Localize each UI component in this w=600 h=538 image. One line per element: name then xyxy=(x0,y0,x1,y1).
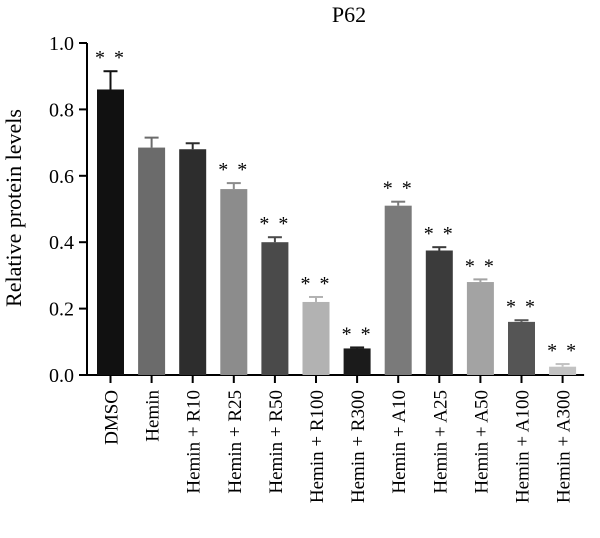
category-label-7: Hemin + A10 xyxy=(389,390,410,494)
y-tick-label-0: 0.0 xyxy=(49,365,74,387)
significance-label-11: * * xyxy=(547,340,578,362)
significance-label-3: * * xyxy=(218,159,249,181)
significance-label-4: * * xyxy=(259,213,290,235)
significance-label-8: * * xyxy=(424,223,455,245)
category-label-10: Hemin + A100 xyxy=(513,390,534,503)
category-label-9: Hemin + A50 xyxy=(471,390,492,494)
category-label-2: Hemin + R10 xyxy=(184,390,205,494)
significance-label-10: * * xyxy=(506,296,537,318)
bar-1 xyxy=(138,147,166,375)
category-label-5: Hemin + R100 xyxy=(307,390,328,503)
category-label-3: Hemin + R25 xyxy=(225,390,246,494)
plot-area: 0.0 0.2 0.4 0.6 0.8 1.0 DMSO * * Hemin Hemin + R1… xyxy=(49,33,585,503)
category-label-6: Hemin + R300 xyxy=(348,390,369,503)
category-label-1: Hemin xyxy=(143,390,164,442)
bar-5 xyxy=(302,301,330,375)
significance-label-9: * * xyxy=(465,255,496,277)
category-label-8: Hemin + A25 xyxy=(430,390,451,494)
y-tick-label-5: 1.0 xyxy=(49,33,74,55)
bar-9 xyxy=(466,282,494,375)
y-axis-label: Relative protein levels xyxy=(1,109,26,307)
category-label-0: DMSO xyxy=(102,390,123,445)
bar-8 xyxy=(425,250,453,375)
bar-7 xyxy=(384,205,412,375)
significance-label-0: * * xyxy=(95,47,126,69)
bar-6 xyxy=(343,348,371,375)
category-label-4: Hemin + R50 xyxy=(266,390,287,494)
significance-label-7: * * xyxy=(383,178,414,200)
chart-title: P62 xyxy=(332,2,366,27)
bar-0 xyxy=(97,89,124,375)
bar-3 xyxy=(220,189,248,375)
bar-11 xyxy=(549,366,577,375)
bar-4 xyxy=(261,242,289,375)
y-tick-label-3: 0.6 xyxy=(49,166,74,188)
bar-10 xyxy=(508,321,535,375)
bar-2 xyxy=(179,149,207,375)
significance-label-6: * * xyxy=(342,323,373,345)
significance-label-5: * * xyxy=(301,273,332,295)
y-tick-label-4: 0.8 xyxy=(49,99,74,121)
category-label-11: Hemin + A300 xyxy=(554,390,575,503)
y-tick-label-1: 0.2 xyxy=(49,299,74,321)
y-tick-label-2: 0.4 xyxy=(49,232,74,254)
